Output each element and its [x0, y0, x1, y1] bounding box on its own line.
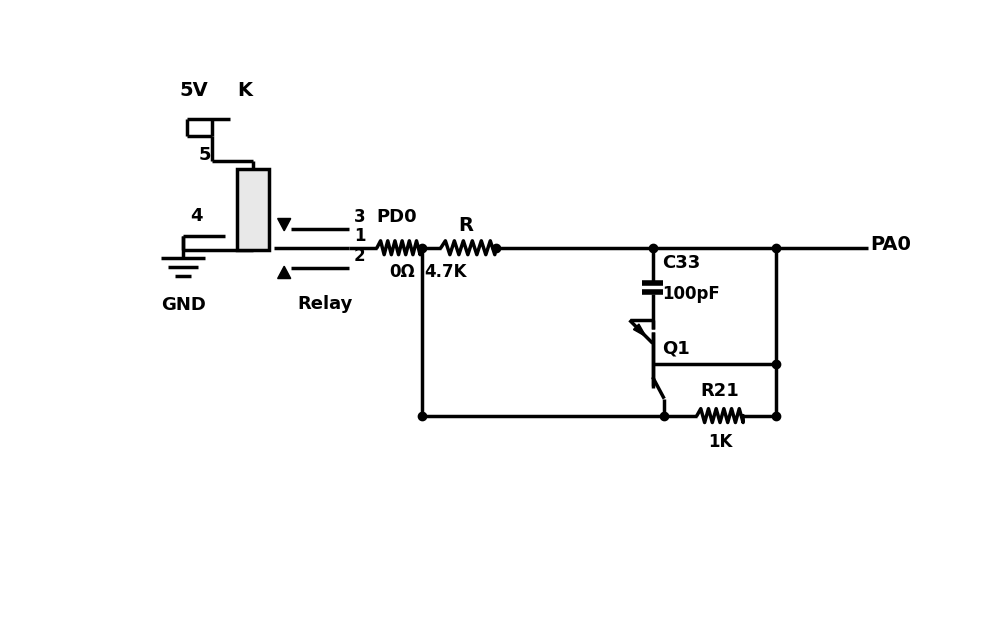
Text: 0Ω: 0Ω [389, 263, 415, 281]
Text: 4.7K: 4.7K [425, 263, 467, 281]
Bar [237, 169, 269, 250]
Text: 2: 2 [354, 246, 366, 265]
Text: 1K: 1K [708, 433, 732, 451]
Text: Relay: Relay [297, 294, 352, 313]
Text: 100pF: 100pF [662, 285, 720, 303]
Text: 3: 3 [354, 208, 366, 226]
Text: 5: 5 [198, 146, 211, 164]
Polygon shape [278, 218, 291, 231]
Text: K: K [238, 81, 253, 100]
Text: GND: GND [161, 296, 206, 314]
Text: 5V: 5V [179, 81, 208, 100]
Text: PA0: PA0 [871, 235, 911, 254]
Text: Q1: Q1 [662, 340, 690, 358]
Text: 1: 1 [354, 227, 365, 244]
Text: C33: C33 [662, 254, 700, 272]
Text: 4: 4 [191, 207, 203, 225]
Text: PD0: PD0 [376, 208, 417, 226]
Text: R: R [459, 216, 474, 236]
Text: R21: R21 [701, 382, 739, 400]
Polygon shape [278, 266, 291, 278]
Polygon shape [633, 324, 646, 337]
